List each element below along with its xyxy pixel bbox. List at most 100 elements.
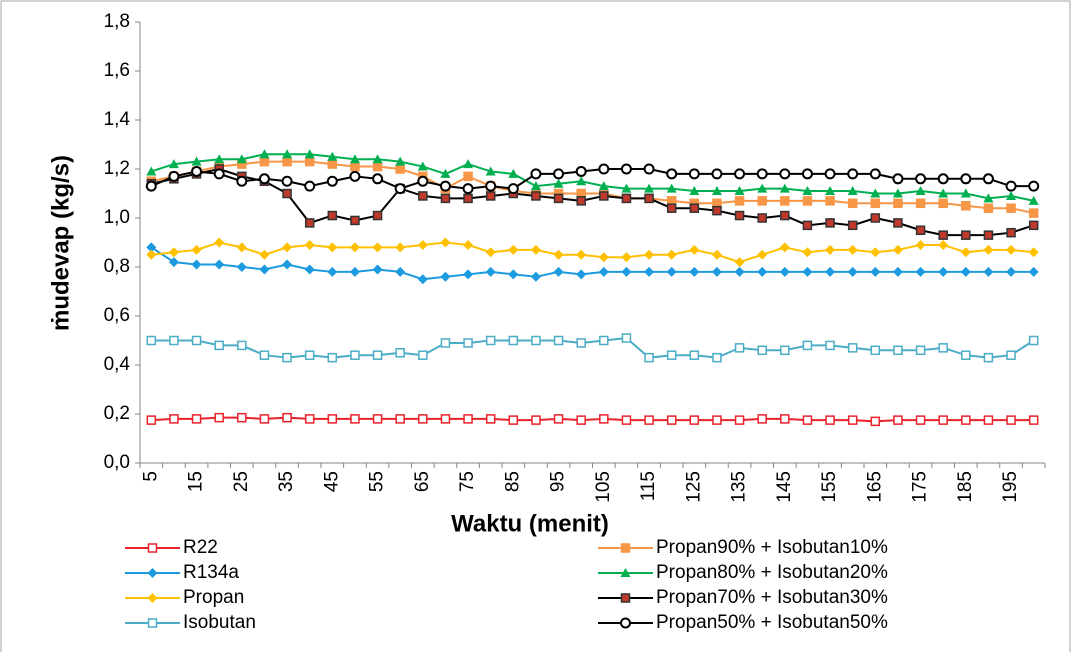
data-point bbox=[780, 414, 790, 424]
data-point bbox=[847, 198, 858, 209]
data-point bbox=[644, 249, 655, 260]
data-point bbox=[961, 201, 971, 211]
data-point bbox=[146, 249, 157, 260]
data-point bbox=[711, 168, 723, 180]
legend-label: Isobutan bbox=[183, 612, 256, 633]
data-point bbox=[892, 266, 903, 277]
data-point bbox=[666, 249, 677, 260]
y-tick-label: 1,4 bbox=[104, 109, 131, 130]
data-point bbox=[349, 154, 360, 164]
data-point bbox=[304, 264, 315, 275]
legend-marker bbox=[620, 568, 631, 577]
data-point bbox=[802, 340, 813, 351]
data-point bbox=[214, 237, 225, 248]
data-point bbox=[485, 191, 496, 201]
data-point bbox=[259, 264, 270, 275]
data-point bbox=[757, 213, 767, 223]
series-line bbox=[151, 337, 1035, 359]
data-point bbox=[259, 414, 270, 424]
data-point bbox=[575, 165, 587, 177]
data-point bbox=[372, 350, 383, 360]
data-point bbox=[372, 154, 383, 164]
legend-label: Propan90% + Isobutan10% bbox=[656, 537, 888, 558]
data-point bbox=[825, 196, 835, 206]
data-point bbox=[463, 269, 474, 280]
data-point bbox=[326, 175, 338, 187]
data-point bbox=[237, 340, 247, 351]
data-point bbox=[282, 156, 292, 167]
y-tick-label: 0,6 bbox=[104, 305, 130, 326]
data-point bbox=[938, 343, 948, 353]
data-point bbox=[666, 350, 677, 360]
data-point bbox=[417, 274, 428, 285]
data-point bbox=[350, 215, 360, 226]
data-point bbox=[304, 180, 316, 192]
data-point bbox=[168, 159, 179, 169]
data-point bbox=[508, 168, 519, 178]
data-point bbox=[237, 412, 247, 423]
data-point bbox=[531, 335, 541, 346]
data-point bbox=[145, 180, 157, 192]
data-point bbox=[327, 414, 338, 424]
data-point bbox=[440, 414, 451, 424]
data-point bbox=[327, 242, 338, 253]
data-point bbox=[780, 345, 790, 356]
data-point bbox=[530, 168, 542, 180]
data-point bbox=[304, 218, 315, 228]
data-point bbox=[960, 247, 971, 258]
data-point bbox=[236, 175, 248, 187]
x-tick-label: 115 bbox=[638, 471, 659, 501]
data-point bbox=[757, 183, 768, 193]
data-point bbox=[757, 414, 767, 424]
data-point bbox=[553, 249, 564, 260]
data-point bbox=[644, 193, 654, 204]
legend-marker bbox=[147, 568, 158, 578]
data-point bbox=[418, 191, 428, 201]
x-tick-label: 135 bbox=[729, 471, 750, 503]
data-point bbox=[440, 193, 451, 204]
data-point bbox=[146, 335, 157, 346]
data-point bbox=[621, 415, 632, 425]
data-point bbox=[372, 242, 383, 253]
data-point bbox=[847, 168, 859, 180]
data-point bbox=[531, 191, 541, 201]
data-point bbox=[756, 168, 768, 180]
data-point bbox=[915, 415, 926, 425]
data-point bbox=[847, 415, 858, 425]
data-point bbox=[191, 259, 202, 270]
data-point bbox=[463, 171, 473, 182]
data-point bbox=[508, 244, 519, 255]
data-point bbox=[757, 249, 768, 260]
data-point bbox=[870, 247, 881, 258]
data-point bbox=[327, 352, 338, 363]
data-point bbox=[644, 415, 654, 425]
data-point bbox=[576, 176, 587, 186]
data-point bbox=[282, 352, 292, 363]
data-point bbox=[259, 350, 270, 360]
data-point bbox=[712, 205, 722, 216]
data-point bbox=[870, 188, 881, 198]
data-point bbox=[258, 173, 270, 185]
data-point bbox=[236, 242, 247, 253]
data-point bbox=[1028, 415, 1039, 425]
legend-marker bbox=[620, 543, 631, 553]
data-point bbox=[847, 343, 858, 353]
data-point bbox=[1028, 180, 1040, 192]
data-point bbox=[395, 266, 406, 277]
data-point bbox=[508, 335, 519, 346]
data-point bbox=[780, 210, 790, 221]
data-point bbox=[847, 244, 858, 255]
data-point bbox=[372, 414, 383, 424]
data-point bbox=[643, 163, 655, 175]
data-point bbox=[711, 186, 722, 196]
data-point bbox=[961, 350, 971, 360]
y-tick-label: 1,2 bbox=[104, 158, 130, 179]
y-tick-label: 1,6 bbox=[104, 60, 130, 81]
data-point bbox=[711, 249, 722, 260]
data-point bbox=[214, 154, 225, 164]
data-point bbox=[372, 173, 384, 185]
data-point bbox=[825, 244, 836, 255]
data-point bbox=[349, 266, 360, 277]
